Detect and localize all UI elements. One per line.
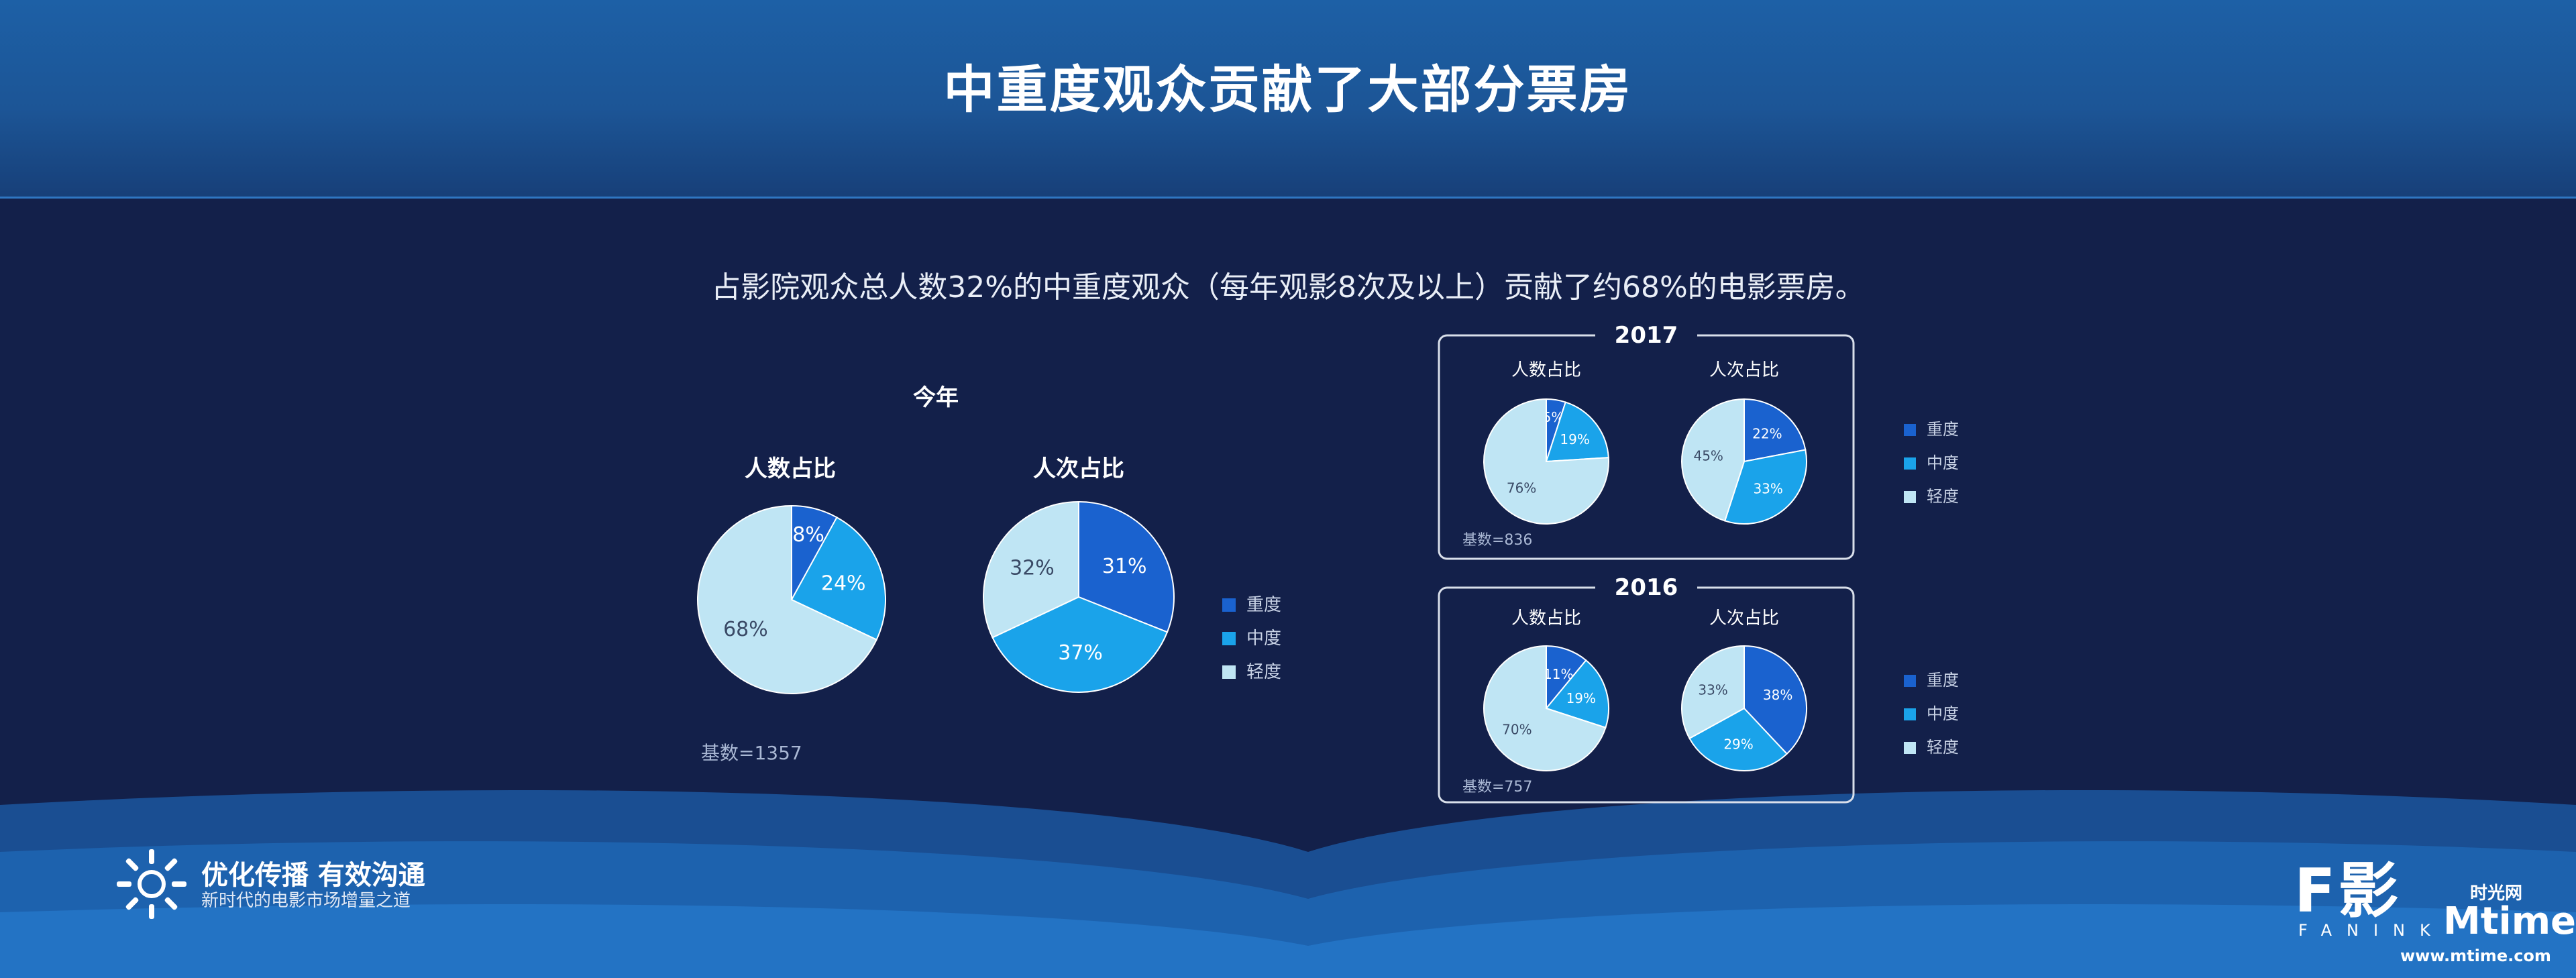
pie-label-medium: 24% <box>821 572 866 595</box>
legend-label-heavy: 重度 <box>1927 420 1959 439</box>
pie-label-heavy: 11% <box>1544 666 1573 682</box>
legend-label-medium: 中度 <box>1246 629 1281 649</box>
legend-swatch-medium <box>1904 457 1916 470</box>
mtime-url: www.mtime.com <box>2400 946 2551 965</box>
pie-slice-medium <box>1545 659 1609 729</box>
pie-slice-light <box>1681 398 1745 522</box>
footer-slogan: 优化传播 有效沟通 <box>201 860 425 891</box>
pie-label-light: 70% <box>1502 722 1532 738</box>
legend-label-medium: 中度 <box>1927 453 1959 472</box>
legend-swatch-heavy <box>1904 424 1916 436</box>
pie-slice-heavy <box>1743 398 1807 463</box>
fanink-logo: F影 <box>2294 856 2402 926</box>
base-note-current: 基数=1357 <box>701 742 802 764</box>
chart-title-2016-visits: 人次占比 <box>1709 608 1779 629</box>
chart-title-2016-people: 人数占比 <box>1511 608 1581 629</box>
fanink-subtext: FANINK <box>2298 921 2445 940</box>
page-title: 中重度观众贡献了大部分票房 <box>943 60 1633 119</box>
pie-slice-medium <box>1545 401 1609 463</box>
pie-slice-medium <box>991 596 1169 693</box>
pie-chart-2016-visits: 38% 29% 33% <box>1681 645 1807 771</box>
pie-slice-medium <box>1688 707 1788 771</box>
pie-slice-light <box>1483 645 1607 771</box>
legend-label-heavy: 重度 <box>1927 671 1959 690</box>
pie-slice-heavy <box>1743 645 1807 755</box>
pie-label-heavy: 22% <box>1752 425 1782 441</box>
pie-label-medium: 37% <box>1058 641 1103 665</box>
pie-label-light: 68% <box>723 618 768 641</box>
pie-label-heavy: 8% <box>792 523 824 547</box>
legend-label-heavy: 重度 <box>1246 595 1281 615</box>
pie-slice-light <box>697 504 878 694</box>
legend-swatch-light <box>1904 491 1916 503</box>
legend-label-medium: 中度 <box>1927 704 1959 723</box>
legend-swatch-heavy <box>1904 675 1916 687</box>
pie-label-medium: 19% <box>1560 431 1589 447</box>
subtitle: 占影院观众总人数32%的中重度观众（每年观影8次及以上）贡献了约68%的电影票房… <box>711 270 1865 305</box>
pie-chart-2016-people: 11% 19% 70% <box>1483 645 1609 771</box>
pie-chart-current-visits: 31% 37% 32% <box>983 500 1175 693</box>
legend-swatch-heavy <box>1222 598 1236 612</box>
burst-logo-icon <box>117 849 186 919</box>
pie-label-light: 32% <box>1010 556 1055 580</box>
bottom-wave-band <box>0 790 2576 978</box>
footer-brand-right: F影 FANINK 时光网 Mtime www.mtime.com <box>2294 842 2576 969</box>
pie-label-heavy: 38% <box>1763 687 1792 703</box>
group-label-current: 今年 <box>913 384 959 411</box>
legend-swatch-medium <box>1222 632 1236 645</box>
year-label-2017: 2017 <box>1615 322 1678 349</box>
year-label-2016: 2016 <box>1615 574 1678 601</box>
pie-slice-light <box>1681 645 1745 740</box>
footer-slogan-sub: 新时代的电影市场增量之道 <box>201 891 411 911</box>
pie-label-medium: 29% <box>1723 736 1753 752</box>
pie-label-medium: 33% <box>1753 480 1782 496</box>
year-label-bg-2017 <box>1595 321 1697 350</box>
legend-swatch-medium <box>1904 708 1916 720</box>
pie-slice-heavy <box>1078 500 1175 633</box>
chart-title-2017-people: 人数占比 <box>1511 360 1581 380</box>
pie-chart-2017-visits: 22% 33% 45% <box>1681 398 1807 525</box>
pie-label-light: 45% <box>1693 448 1723 464</box>
pie-chart-current-people: 8% 24% 68% <box>697 504 886 694</box>
legend-swatch-light <box>1904 742 1916 754</box>
chart-title-current-visits: 人次占比 <box>1033 455 1124 482</box>
legend-swatch-light <box>1222 665 1236 679</box>
base-note-2017: 基数=836 <box>1462 532 1532 549</box>
pie-label-light: 76% <box>1507 480 1536 496</box>
pie-label-light: 33% <box>1698 682 1727 698</box>
pie-chart-2017-people: 5%19%76% <box>1483 398 1609 525</box>
header-divider <box>0 197 2576 199</box>
pie-slice-medium <box>1723 449 1807 525</box>
pie-slice-light <box>1483 398 1609 525</box>
pie-slice-medium <box>790 516 886 641</box>
header-band <box>0 0 2576 198</box>
pie-slice-light <box>983 500 1079 639</box>
year-label-bg-2016 <box>1595 573 1697 602</box>
legend-label-light: 轻度 <box>1927 738 1959 757</box>
chart-title-current-people: 人数占比 <box>745 455 836 482</box>
pie-label-medium: 19% <box>1566 690 1596 706</box>
mtime-cn-label: 时光网 <box>2470 883 2523 904</box>
chart-title-2017-visits: 人次占比 <box>1709 360 1779 380</box>
mtime-logo: Mtime <box>2443 900 2576 943</box>
base-note-2016: 基数=757 <box>1462 779 1532 796</box>
pie-label-heavy: 31% <box>1102 555 1147 578</box>
legend-label-light: 轻度 <box>1927 487 1959 506</box>
legend-label-light: 轻度 <box>1246 662 1281 682</box>
